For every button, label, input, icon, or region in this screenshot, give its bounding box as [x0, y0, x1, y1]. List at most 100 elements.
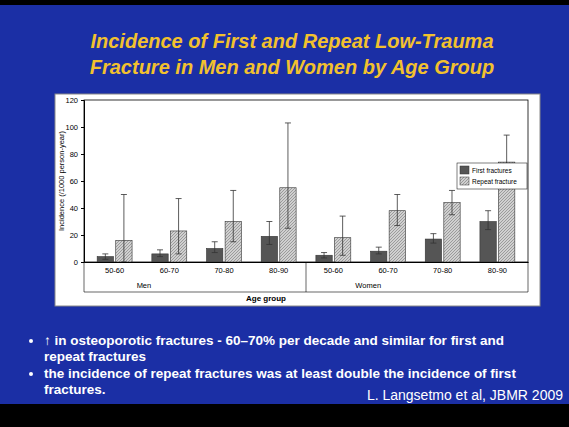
citation: L. Langsetmo et al, JBMR 2009 [367, 387, 563, 403]
y-tick-label: 100 [65, 123, 78, 132]
error-bar [176, 199, 182, 254]
x-tick: 50-60 [324, 262, 343, 275]
slide: Incidence of First and Repeat Low-Trauma… [0, 0, 569, 427]
x-tick: 60-70 [160, 262, 179, 275]
error-cap [376, 247, 382, 248]
error-cap [321, 252, 327, 253]
x-tick-label: 70-80 [214, 266, 233, 275]
error-cap [230, 190, 236, 191]
error-cap [449, 190, 455, 191]
legend-label: Repeat fracture [472, 178, 517, 186]
x-axis-title: Age group [246, 294, 286, 303]
error-cap [394, 225, 400, 226]
top-band [0, 0, 569, 5]
y-axis: 020406080100120 [65, 96, 84, 267]
error-cap [212, 252, 218, 253]
y-tick-label: 60 [70, 177, 78, 186]
error-bar [394, 195, 400, 226]
error-bar [449, 190, 455, 214]
group-line [84, 292, 528, 293]
error-cap [157, 256, 163, 257]
x-tick-label: 70-80 [433, 266, 452, 275]
error-cap [430, 233, 436, 234]
x-tick-label: 80-90 [269, 266, 288, 275]
plot-frame [84, 100, 528, 262]
error-bar [340, 216, 346, 255]
error-bar [121, 195, 127, 263]
error-bar [321, 253, 327, 258]
error-bar-line [324, 253, 325, 258]
x-tick-label: 80-90 [488, 266, 507, 275]
error-bar [102, 254, 108, 259]
y-tick-mark [81, 127, 84, 128]
error-bar [376, 247, 382, 254]
y-tick: 0 [74, 258, 84, 267]
error-cap [321, 257, 327, 258]
group-separator [528, 262, 529, 292]
error-cap [485, 210, 491, 211]
x-tick: 50-60 [105, 262, 124, 275]
error-cap [121, 262, 127, 263]
error-cap [102, 253, 108, 254]
y-tick-mark [81, 262, 84, 263]
y-tick-label: 20 [70, 231, 78, 240]
error-bar-line [488, 211, 489, 230]
error-bar-line [214, 242, 215, 253]
error-bar-line [269, 222, 270, 245]
error-bar [430, 234, 436, 243]
error-bar [266, 222, 272, 245]
y-axis-line [81, 101, 85, 263]
y-tick-mark [81, 100, 84, 101]
error-bar [230, 190, 236, 241]
error-bar [212, 242, 218, 253]
error-cap [340, 216, 346, 217]
error-bar-line [378, 247, 379, 254]
error-cap [340, 255, 346, 256]
x-tick: 80-90 [488, 262, 507, 275]
bottom-band [0, 404, 569, 427]
x-tick-label: 50-60 [105, 266, 124, 275]
error-bar [485, 211, 491, 230]
y-tick: 100 [65, 123, 84, 132]
error-cap [230, 241, 236, 242]
error-bar-line [178, 199, 179, 254]
error-cap [504, 135, 510, 136]
error-cap [212, 241, 218, 242]
chart-panel [55, 94, 540, 306]
error-cap [430, 243, 436, 244]
y-tick-mark [81, 154, 84, 155]
group-separator [84, 262, 85, 292]
error-cap [394, 194, 400, 195]
y-tick-mark [81, 181, 84, 182]
error-cap [266, 244, 272, 245]
legend-swatch [460, 166, 469, 174]
error-bar-line [433, 234, 434, 243]
error-cap [176, 198, 182, 199]
y-tick-label: 80 [70, 150, 78, 159]
legend-label: First fractures [472, 167, 512, 174]
error-bar-line [287, 123, 288, 228]
error-bar-line [105, 254, 106, 259]
y-tick-label: 0 [74, 258, 78, 267]
error-cap [176, 253, 182, 254]
error-bar-line [342, 216, 343, 255]
x-tick-label: 60-70 [160, 266, 179, 275]
error-bar-line [397, 195, 398, 226]
y-tick: 60 [70, 177, 84, 186]
error-bar-line [451, 190, 452, 214]
plot-marks [97, 123, 515, 262]
error-cap [121, 194, 127, 195]
y-tick: 20 [70, 231, 84, 240]
error-cap [266, 221, 272, 222]
error-cap [485, 229, 491, 230]
y-axis-title: Incidence (/1000 person-year) [57, 130, 66, 231]
error-cap [449, 214, 455, 215]
x-axis-line [85, 262, 529, 263]
error-bar-line [233, 190, 234, 241]
x-axis: 50-6060-7070-8080-9050-6060-7070-8080-90 [85, 262, 529, 275]
group-label: Women [355, 281, 381, 290]
y-tick-label: 120 [65, 96, 78, 105]
legend-swatch [460, 177, 469, 185]
error-bar [285, 123, 291, 228]
y-tick: 80 [70, 150, 84, 159]
